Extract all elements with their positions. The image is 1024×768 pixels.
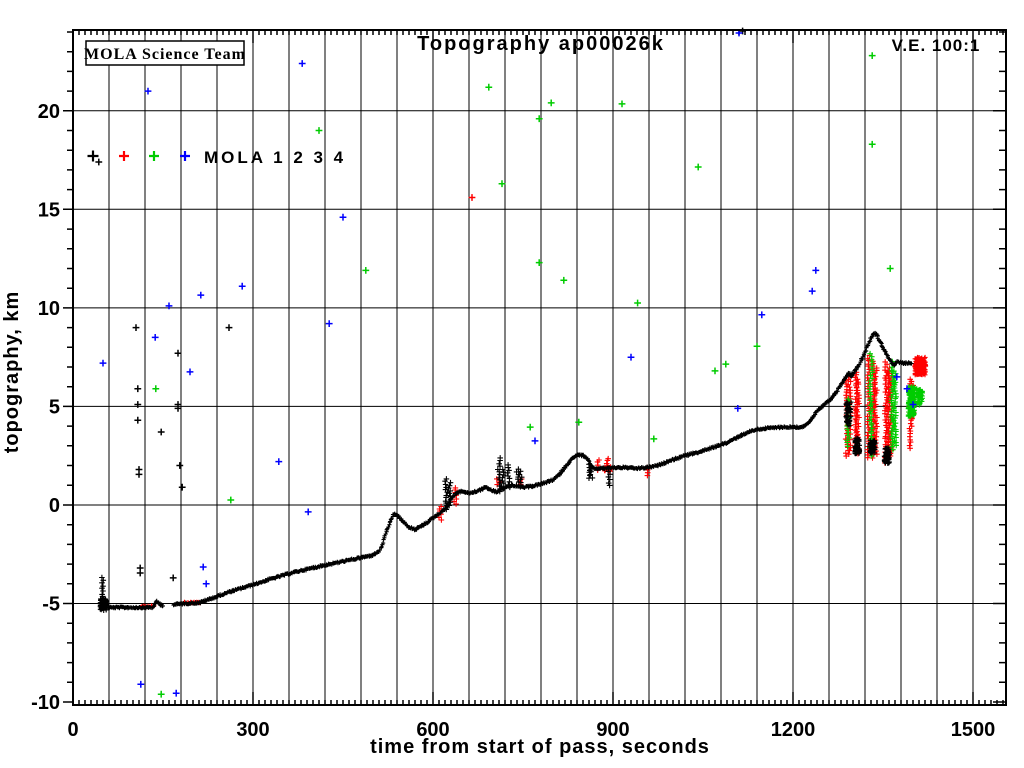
legend-markers (87, 150, 190, 162)
corner-label-box (85, 40, 245, 66)
outlier-points-k (95, 27, 746, 582)
corner-label: MOLA Science Team (84, 46, 246, 63)
vertical-exaggeration-label: V.E. 100:1 (892, 36, 981, 55)
tick-labels: 0 300 600 900 1200 1500 -10 -5 0 5 10 15 20 (31, 101, 995, 741)
x-tick-label: 300 (236, 719, 269, 741)
legend-marker-g (149, 151, 159, 161)
data-points-k (97, 330, 914, 613)
legend-marker-r (119, 151, 129, 161)
x-tick-label: 600 (416, 719, 449, 741)
legend-marker-k (87, 150, 99, 162)
outlier-points-b (99, 29, 917, 697)
x-axis-label: time from start of pass, seconds (370, 736, 710, 758)
data-points-r (137, 352, 929, 610)
y-axis-label: topography, km (1, 291, 23, 454)
y-tick-label: 15 (38, 199, 60, 221)
data-points-layer (95, 27, 929, 698)
outlier-points-g (152, 52, 894, 698)
y-tick-label: 0 (49, 495, 60, 517)
y-tick-label: 20 (38, 101, 60, 123)
x-tick-label: 1200 (771, 719, 816, 741)
plot-border (72, 29, 1007, 706)
x-tick-label: 900 (596, 719, 629, 741)
legend-marker-b (180, 151, 190, 161)
outlier-points-r (468, 194, 476, 201)
x-tick-label: 1500 (951, 719, 996, 741)
y-tick-label: -5 (42, 594, 60, 616)
x-tick-label: 0 (67, 719, 78, 741)
y-tick-label: -10 (31, 692, 60, 714)
chart-title: Topography ap00026k (417, 33, 665, 55)
y-tick-label: 10 (38, 298, 60, 320)
y-tick-label: 5 (49, 396, 60, 418)
gridlines (73, 30, 1006, 705)
legend-label: MOLA 1 2 3 4 (204, 148, 346, 167)
